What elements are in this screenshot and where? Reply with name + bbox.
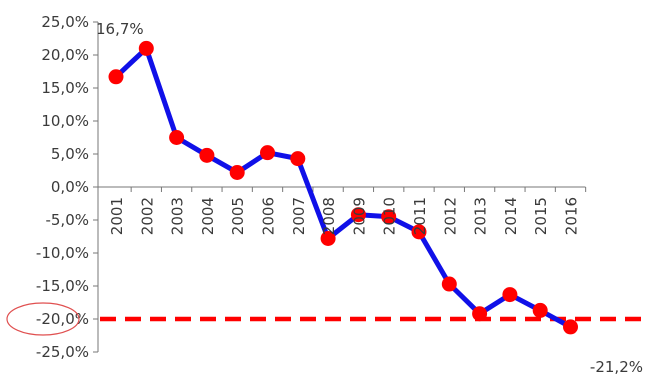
data-label: -21,2%: [590, 358, 643, 376]
x-tick-label: 2012: [441, 197, 459, 235]
data-point: [229, 164, 245, 180]
series-line: [113, 45, 573, 330]
data-point: [472, 306, 488, 322]
x-tick-label: 2016: [563, 197, 581, 235]
data-point: [199, 147, 215, 163]
x-tick-label: 2004: [199, 197, 217, 235]
x-tick-label: 2010: [381, 197, 399, 235]
data-point: [502, 287, 518, 303]
x-tick-label: 2006: [260, 197, 278, 235]
x-tick-label: 2011: [411, 197, 429, 235]
y-tick-label: 15,0%: [41, 79, 89, 97]
x-tick-label: 2003: [169, 197, 187, 235]
data-point: [290, 151, 306, 167]
data-label: 16,7%: [96, 20, 144, 38]
y-tick-label: -10,0%: [36, 244, 89, 262]
data-point: [260, 145, 275, 161]
x-tick-label: 2005: [229, 197, 247, 235]
y-tick-label: 25,0%: [41, 13, 89, 31]
y-tick-label: 5,0%: [51, 145, 89, 163]
x-tick-label: 2002: [138, 197, 156, 235]
data-point: [411, 224, 427, 240]
x-tick-label: 2015: [532, 197, 550, 235]
y-tick-label: -25,0%: [36, 343, 89, 361]
x-tick-label: 2014: [502, 197, 520, 235]
data-point: [320, 230, 336, 246]
data-point: [563, 319, 578, 335]
data-point: [108, 69, 124, 85]
x-tick-label: 2001: [108, 197, 126, 235]
y-tick-label: 20,0%: [41, 46, 89, 64]
data-point: [532, 302, 548, 318]
highlight-ellipse: [6, 302, 80, 336]
data-point: [138, 40, 154, 56]
y-tick-label: -15,0%: [36, 277, 89, 295]
y-tick-label: 10,0%: [41, 112, 89, 130]
y-tick-label: -5,0%: [45, 211, 89, 229]
data-point: [381, 209, 397, 225]
data-point: [169, 130, 185, 145]
x-tick-label: 2007: [290, 197, 308, 235]
x-tick-label: 2008: [320, 197, 338, 235]
x-tick-label: 2009: [350, 197, 368, 235]
data-point: [350, 207, 366, 223]
y-tick-label: 0,0%: [51, 178, 89, 196]
y-tick-label: -20,0%: [36, 310, 89, 328]
data-point: [441, 276, 457, 292]
x-tick-label: 2013: [472, 197, 490, 235]
